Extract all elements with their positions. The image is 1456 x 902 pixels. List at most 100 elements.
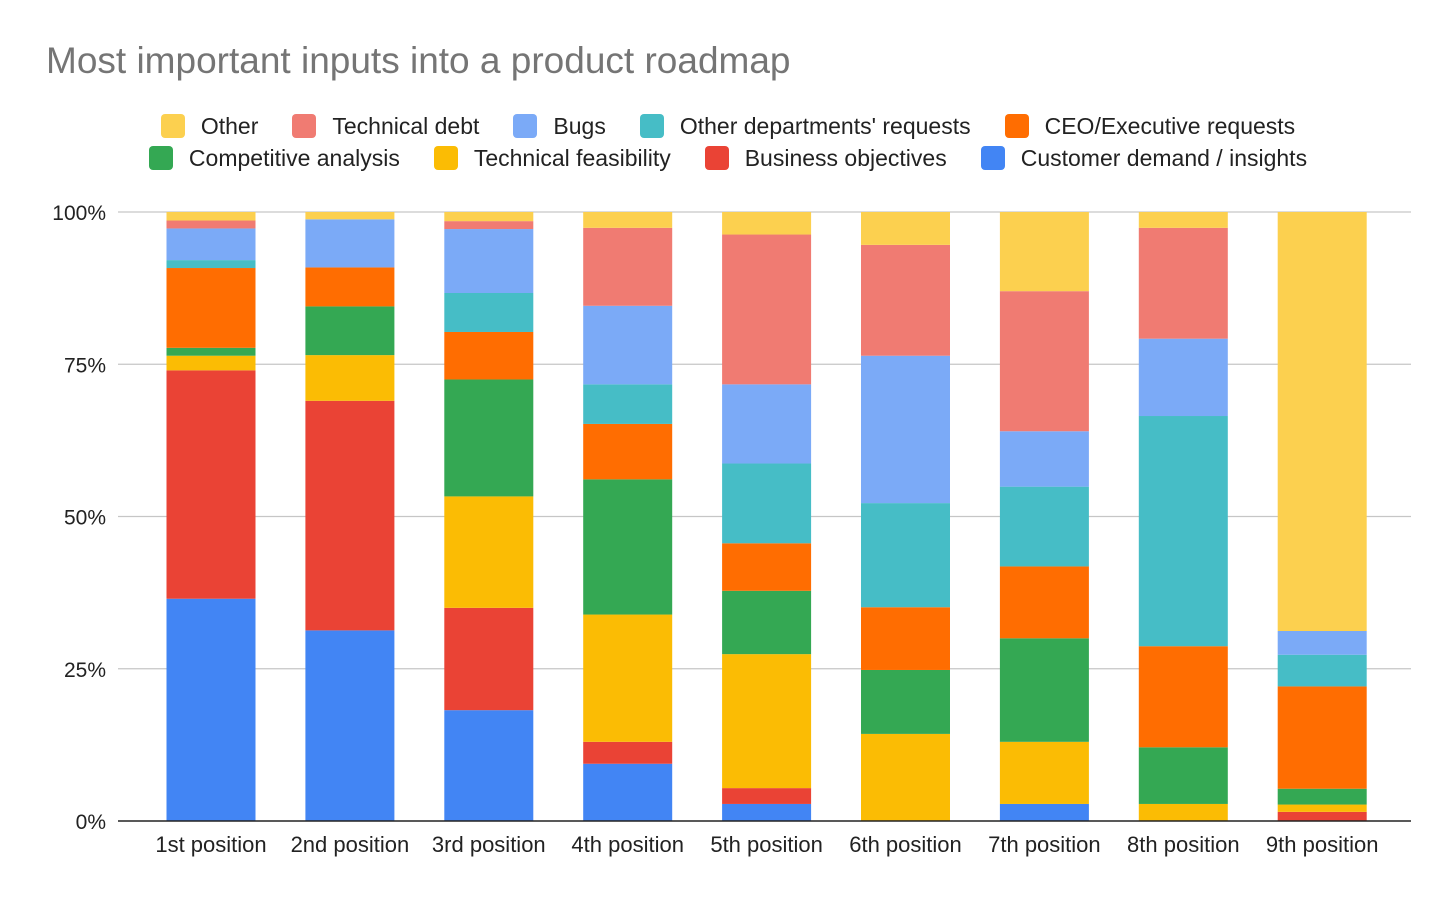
bar-segment — [722, 384, 812, 464]
bar-segment — [444, 212, 534, 222]
bar-segment — [166, 598, 256, 821]
legend-label: Competitive analysis — [188, 144, 400, 171]
bar-segment — [166, 347, 256, 356]
bar-segment — [583, 212, 673, 228]
bar-segment — [583, 741, 673, 764]
bar-segment — [583, 227, 673, 306]
y-tick-label: 75% — [64, 354, 106, 377]
bar-segment — [444, 221, 534, 230]
bar-segment — [1138, 212, 1228, 228]
bar-segment — [166, 228, 256, 261]
x-tick-label: 7th position — [988, 832, 1101, 857]
bar-segment — [444, 292, 534, 332]
bar-segment — [999, 291, 1089, 432]
legend-item: Technical feasibility — [433, 145, 671, 172]
bar-segment — [722, 234, 812, 385]
bar-segment — [583, 423, 673, 480]
bar-segment — [999, 638, 1089, 742]
bar-stack — [1138, 212, 1228, 821]
bar-segment — [1138, 646, 1228, 748]
bar-segment — [444, 607, 534, 711]
legend-row-2: Competitive analysis Technical feasibilit… — [0, 145, 1456, 171]
bar-segment — [305, 306, 395, 356]
legend-swatch — [292, 114, 317, 138]
legend-item: Other — [160, 112, 259, 140]
bar-stack — [583, 212, 673, 821]
legend-label: CEO/Executive requests — [1044, 112, 1296, 139]
bar-segment — [999, 566, 1089, 639]
bar-stack — [305, 212, 395, 821]
bar-segment — [722, 803, 812, 821]
bar-stack — [999, 212, 1089, 821]
legend-swatch — [160, 114, 185, 138]
chart-title: Most important inputs into a product roa… — [46, 40, 791, 81]
x-tick-label: 8th position — [1127, 832, 1240, 857]
legend-item: Competitive analysis — [148, 144, 400, 172]
bar-segment — [166, 268, 256, 348]
bar-segment — [444, 331, 534, 380]
bar-segment — [1277, 788, 1367, 805]
legend-label: Other — [200, 112, 259, 139]
x-tick-label: 9th position — [1266, 832, 1379, 857]
bar-segment — [861, 607, 950, 670]
bar-segment — [305, 355, 395, 401]
x-tick-label: 4th position — [571, 832, 684, 857]
bar-segment — [1138, 416, 1228, 647]
bar-segment — [583, 763, 673, 821]
bar-segment — [444, 379, 534, 497]
bar-segment — [1277, 212, 1367, 631]
bar-segment — [1277, 804, 1367, 812]
y-tick-label: 50% — [64, 507, 106, 530]
bar-segment — [305, 219, 395, 268]
bar-segment — [166, 355, 256, 371]
bar-segment — [861, 355, 950, 504]
legend-label: Business objectives — [744, 144, 947, 171]
x-tick-label: 5th position — [710, 832, 823, 857]
bar-segment — [305, 400, 395, 631]
bar-segment — [583, 305, 673, 385]
bar-segment — [305, 267, 395, 307]
legend-swatch — [639, 114, 664, 138]
bar-segment — [583, 384, 673, 424]
legend-item: Technical debt — [292, 113, 479, 140]
x-tick-label: 6th position — [849, 832, 962, 857]
bar-segment — [305, 212, 395, 220]
bar-segment — [999, 741, 1089, 804]
bar-segment — [1138, 227, 1228, 339]
bar-segment — [861, 244, 950, 356]
bar-segment — [722, 463, 812, 544]
bar-segment — [999, 212, 1089, 292]
bar-segment — [861, 503, 950, 608]
bar-segment — [999, 803, 1089, 821]
legend-label: Customer demand / insights — [1020, 144, 1308, 171]
bar-segment — [1277, 686, 1367, 789]
bar-stack — [1277, 212, 1367, 821]
bar-segment — [722, 590, 812, 655]
legend-swatch — [513, 114, 538, 138]
bar-segment — [166, 212, 256, 221]
bar-stack — [166, 212, 256, 821]
legend-label: Other departments' requests — [679, 112, 971, 139]
bar-segment — [861, 212, 950, 245]
bar-segment — [722, 543, 812, 591]
bar-segment — [722, 212, 812, 235]
x-tick-label: 2nd position — [291, 832, 410, 857]
x-tick-label: 3rd position — [432, 832, 546, 857]
y-tick-label: 0% — [76, 811, 106, 834]
bar-segment — [861, 669, 950, 734]
x-tick-label: 1st position — [155, 832, 266, 857]
bar-segment — [444, 229, 534, 293]
legend-swatch — [148, 146, 173, 170]
bar-segment — [444, 710, 534, 821]
legend-item: Customer demand / insights — [980, 144, 1308, 172]
bar-segment — [166, 370, 256, 599]
legend-label: Bugs — [553, 112, 606, 139]
legend-item: Bugs — [513, 112, 606, 140]
bar-segment — [166, 220, 256, 229]
bar-segment — [1138, 803, 1228, 821]
bar-segment — [166, 260, 256, 269]
bar-segment — [999, 431, 1089, 487]
bar-stack — [444, 212, 534, 821]
bar-segment — [1277, 811, 1367, 821]
